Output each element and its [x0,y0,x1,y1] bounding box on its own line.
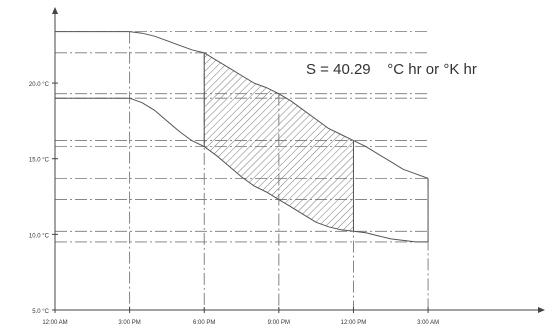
y-tick-label: 10.0 °C [29,233,50,239]
area-annotation: S = 40.29 °C hr or °K hr [306,61,477,78]
reference-lines-group [55,31,429,310]
lower-curve [55,97,429,243]
tick-labels-group: 20.0 °C 15.0 °C 10.0 °C 5.0 °C 12:00 AM 3:00 … [29,82,439,326]
y-tick-label: 20.0 °C [29,82,50,88]
x-axis-arrow [538,307,545,313]
x-tick-label: 6:00 PM [193,320,215,326]
y-tick-label: 15.0 °C [29,158,50,164]
axes-group [52,7,545,313]
y-axis-arrow [52,7,58,14]
x-tick-label: 3:00 PM [118,320,140,326]
curves-group [55,31,429,243]
x-tick-label: 12:00 PM [341,320,367,326]
x-tick-label: 9:00 PM [268,320,290,326]
x-tick-label: 3:00 AM [417,320,439,326]
y-tick-label: 5.0 °C [32,309,49,315]
upper-curve [55,31,429,179]
x-tick-label: 12:00 AM [42,320,67,326]
